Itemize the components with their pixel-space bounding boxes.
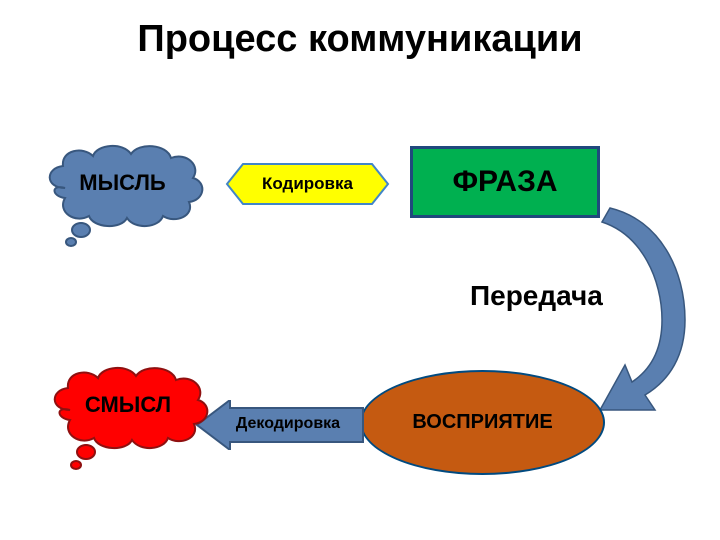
thought-label: МЫСЛЬ xyxy=(35,170,210,196)
meaning-cloud: СМЫСЛ xyxy=(38,358,218,473)
perception-ellipse: ВОСПРИЯТИЕ xyxy=(360,370,605,475)
perception-label: ВОСПРИЯТИЕ xyxy=(412,411,552,434)
encoding-hexagon: Кодировка xyxy=(225,162,390,206)
meaning-label: СМЫСЛ xyxy=(38,392,218,418)
diagram-title: Процесс коммуникации xyxy=(0,18,720,61)
decoding-arrow: Декодировка xyxy=(195,400,365,450)
decoding-label: Декодировка xyxy=(213,415,363,433)
encoding-label: Кодировка xyxy=(225,174,390,194)
transfer-label: Передача xyxy=(470,280,603,312)
thought-cloud: МЫСЛЬ xyxy=(35,138,210,248)
phrase-label: ФРАЗА xyxy=(452,165,557,199)
